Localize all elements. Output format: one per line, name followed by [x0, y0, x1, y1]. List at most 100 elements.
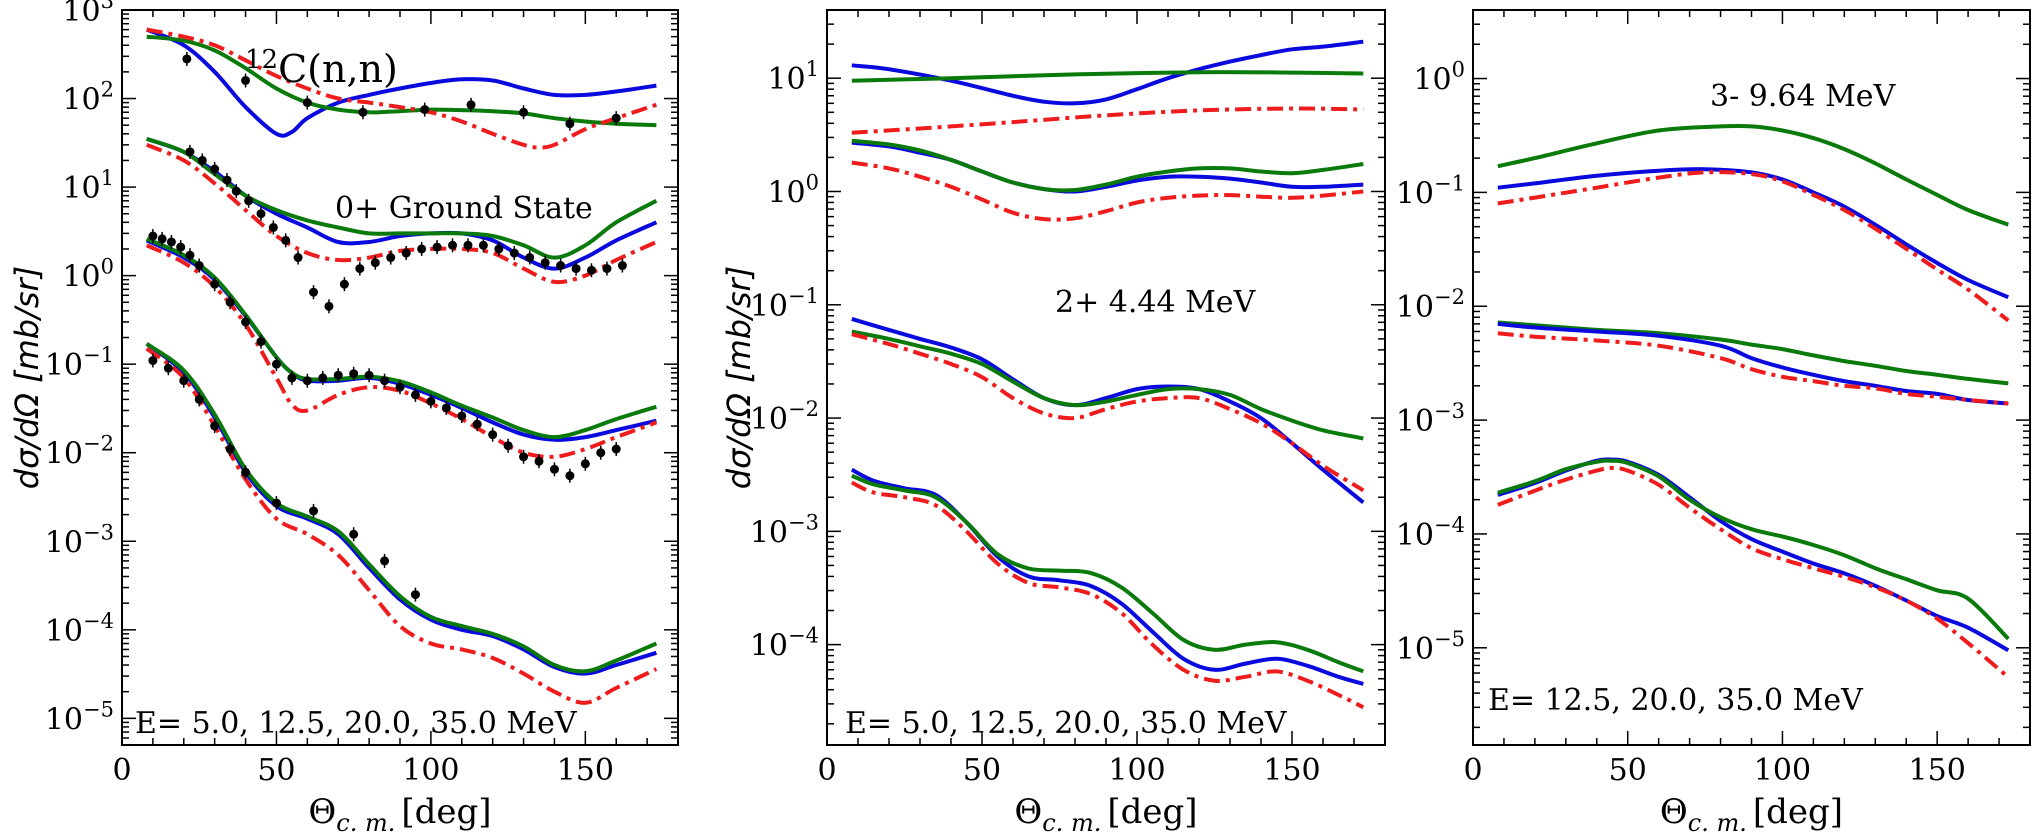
- data-point: [355, 264, 365, 274]
- x-tick-label: 50: [1609, 753, 1647, 788]
- series-line-e-20-0-green: [851, 329, 1364, 441]
- data-point: [525, 253, 535, 263]
- data-point: [494, 244, 504, 254]
- data-point: [478, 240, 488, 250]
- data-point: [565, 119, 575, 129]
- data-point: [565, 471, 575, 481]
- panel-middle: 0 50 100 150 10−4 10−3 10−2 10−1 100 101 Θc. m. [de…: [720, 9, 1386, 837]
- data-point: [463, 240, 473, 250]
- data-point: [225, 297, 235, 307]
- data-point: [271, 498, 281, 508]
- data-point: [571, 264, 581, 274]
- y-tick-label: 100: [62, 255, 114, 295]
- data-point: [241, 317, 251, 327]
- data-point: [309, 287, 319, 297]
- data-point: [386, 253, 396, 263]
- series-line-e-5-0-green: [851, 70, 1364, 83]
- state-label: 0+ Ground State: [335, 191, 593, 226]
- data-point: [318, 373, 328, 383]
- y-tick-label: 10−2: [1396, 285, 1465, 325]
- data-point: [148, 231, 158, 241]
- data-point: [370, 258, 380, 268]
- data-point: [194, 261, 204, 271]
- x-tick-label: 50: [963, 753, 1001, 788]
- data-point: [349, 369, 359, 379]
- data-point: [182, 54, 192, 64]
- series-line-e-5-0-blue: [851, 39, 1364, 106]
- series-line-e-35-0-red: [850, 480, 1365, 710]
- data-point: [271, 359, 281, 369]
- data-point: [222, 175, 232, 185]
- data-point: [519, 107, 529, 117]
- data-point: [417, 244, 427, 254]
- data-point: [333, 370, 343, 380]
- data-point: [602, 264, 612, 274]
- series-line-e-5-0-blue: [145, 27, 657, 138]
- series-line-e-35-0-green: [1497, 458, 2010, 641]
- y-tick-label: 10−1: [750, 284, 819, 324]
- x-tick-label: 150: [1263, 753, 1320, 788]
- x-tick-label: 0: [112, 753, 131, 788]
- panel-right: 0 50 100 150 10−5 10−4 10−3 10−2 10−1 100 Θc. m. [d…: [1396, 9, 2031, 837]
- data-point: [432, 242, 442, 252]
- y-tick-label: 10−1: [1396, 171, 1465, 211]
- data-point: [324, 301, 334, 311]
- data-point: [210, 279, 220, 289]
- data-point: [426, 396, 436, 406]
- y-tick-label: 103: [62, 0, 114, 29]
- series-line-e-35-0-blue: [145, 342, 657, 676]
- data-point: [302, 376, 312, 386]
- data-point: [256, 337, 266, 347]
- y-tick-label: 10−3: [750, 510, 819, 550]
- data-point: [210, 421, 220, 431]
- series-line-e-5-0-green: [146, 34, 657, 128]
- data-point: [176, 242, 186, 252]
- data-point: [596, 448, 606, 458]
- data-point: [488, 430, 498, 440]
- x-axis-label: Θc. m. [deg]: [1014, 792, 1197, 837]
- data-point: [410, 390, 420, 400]
- y-tick-label: 10−5: [1396, 627, 1465, 667]
- series-line-e-35-0-green: [145, 342, 658, 674]
- state-label: 3- 9.64 MeV: [1710, 79, 1897, 114]
- series-line-e-12-5-blue: [1497, 167, 2010, 300]
- series-line-e-20-0-blue: [1497, 321, 2009, 406]
- x-tick-label: 0: [817, 753, 836, 788]
- data-point: [225, 444, 235, 454]
- y-tick-label: 10−5: [45, 697, 114, 737]
- series-line-e-20-0-blue: [851, 316, 1365, 504]
- data-point: [163, 363, 173, 373]
- data-point: [556, 261, 566, 271]
- series-line-e-12-5-red: [145, 142, 658, 285]
- data-point: [519, 452, 529, 462]
- data-point: [466, 100, 476, 110]
- data-point: [617, 261, 627, 271]
- y-tick-label: 101: [767, 57, 819, 97]
- data-point: [339, 279, 349, 289]
- y-tick-label: 100: [767, 170, 819, 210]
- plot-area: [1497, 123, 2010, 679]
- series-line-e-12-5-green: [851, 138, 1364, 193]
- x-tick-label: 0: [1463, 753, 1482, 788]
- state-label: 2+ 4.44 MeV: [1055, 285, 1257, 320]
- data-point: [380, 556, 390, 566]
- data-point: [549, 464, 559, 474]
- data-point: [611, 113, 621, 123]
- data-point: [194, 394, 204, 404]
- data-point: [587, 265, 597, 275]
- data-point: [611, 444, 621, 454]
- data-point: [185, 147, 195, 157]
- y-tick-label: 100: [1413, 58, 1465, 98]
- data-point: [231, 186, 241, 196]
- data-point: [448, 240, 458, 250]
- data-point: [197, 155, 207, 165]
- data-point: [166, 237, 176, 247]
- x-tick-label: 150: [1909, 753, 1966, 788]
- y-tick-label: 10−1: [45, 343, 114, 383]
- data-point: [410, 590, 420, 600]
- series-line-e-35-0-red: [1497, 465, 2010, 679]
- x-tick-label: 150: [557, 753, 614, 788]
- data-point: [268, 222, 278, 232]
- data-point: [210, 164, 220, 174]
- data-point: [256, 209, 266, 219]
